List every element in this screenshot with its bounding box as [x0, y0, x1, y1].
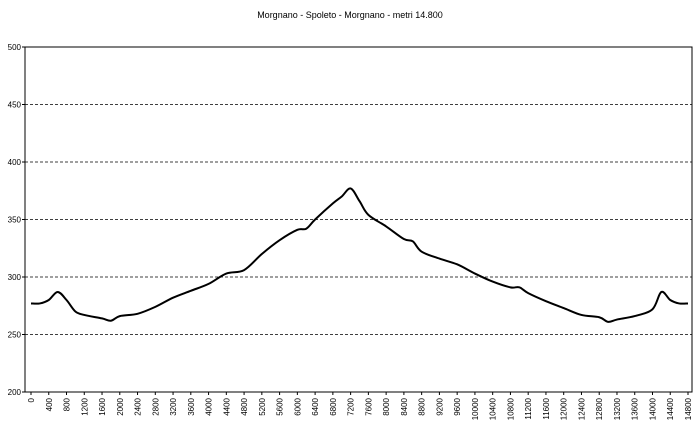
x-tick-label: 10000: [471, 397, 480, 420]
x-tick-label: 8000: [382, 397, 391, 415]
x-tick-label: 8400: [400, 397, 409, 415]
x-tick-label: 2000: [116, 397, 125, 415]
x-tick-label: 13600: [631, 397, 640, 420]
x-tick-label: 9200: [435, 397, 444, 415]
x-tick-label: 0: [27, 397, 36, 402]
x-tick-label: 13200: [613, 397, 622, 420]
y-tick-label: 250: [8, 331, 22, 340]
x-tick-label: 4400: [222, 397, 231, 415]
x-tick-label: 3600: [187, 397, 196, 415]
x-tick-label: 2400: [134, 397, 143, 415]
x-tick-label: 9600: [453, 397, 462, 415]
x-tick-label: 4000: [205, 397, 214, 415]
x-tick-label: 1200: [80, 397, 89, 415]
y-tick-label: 300: [8, 273, 22, 282]
x-tick-label: 4800: [240, 397, 249, 415]
y-tick-label: 450: [8, 101, 22, 110]
x-tick-label: 5200: [258, 397, 267, 415]
elevation-line: [30, 187, 689, 323]
x-tick-label: 10800: [506, 397, 515, 420]
x-tick-label: 3200: [169, 397, 178, 415]
x-tick-label: 11600: [542, 397, 551, 419]
x-tick-label: 6000: [293, 397, 302, 415]
y-tick-label: 500: [8, 43, 22, 52]
y-tick-label: 350: [8, 216, 22, 225]
chart-title: Morgnano - Spoleto - Morgnano - metri 14…: [257, 10, 443, 20]
x-tick-label: 2800: [151, 397, 160, 415]
x-tick-label: 12800: [595, 397, 604, 420]
x-tick-label: 12000: [560, 397, 569, 420]
x-tick-label: 14000: [648, 397, 657, 420]
x-tick-label: 11200: [524, 397, 533, 419]
x-tick-label: 1600: [98, 397, 107, 415]
y-tick-label: 400: [8, 158, 22, 167]
x-tick-label: 5600: [276, 397, 285, 415]
x-tick-label: 7200: [347, 397, 356, 415]
x-tick-label: 14400: [666, 397, 675, 420]
y-tick-label: 200: [8, 388, 22, 397]
x-tick-label: 6400: [311, 397, 320, 415]
x-tick-label: 400: [45, 397, 54, 411]
x-tick-label: 8800: [418, 397, 427, 415]
x-tick-label: 12400: [577, 397, 586, 420]
x-tick-label: 6800: [329, 397, 338, 415]
x-tick-label: 7600: [364, 397, 373, 415]
x-tick-label: 14800: [684, 397, 693, 420]
x-tick-label: 800: [63, 397, 72, 411]
x-tick-label: 10400: [489, 397, 498, 420]
